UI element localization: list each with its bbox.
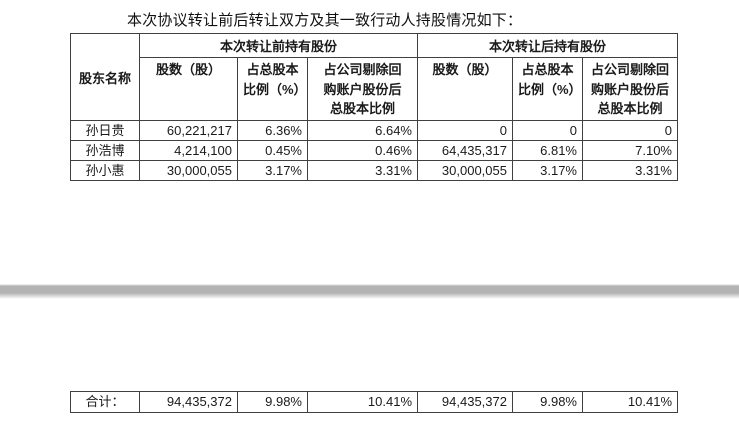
after-shares: 0: [417, 120, 513, 141]
totals-table: 合计： 94,435,372 9.98% 10.41% 94,435,372 9…: [70, 391, 678, 413]
after-pct-ex: 3.31%: [582, 160, 678, 181]
total-before-shares: 94,435,372: [139, 391, 238, 413]
page-separator: [0, 284, 739, 300]
header-row-columns: 股数（股） 占总股本 比例（%） 占公司剔除回 购账户股份后 总股本比例 股数（…: [71, 57, 678, 121]
header-shareholder: 股东名称: [70, 33, 140, 121]
after-pct: 3.17%: [512, 160, 583, 181]
table-row-sunhaobo: 孙浩博 4,214,100 0.45% 0.46% 64,435,317 6.8…: [70, 140, 678, 161]
total-after-pct: 9.98%: [512, 391, 583, 413]
shareholder-name: 孙日贵: [70, 120, 140, 141]
after-pct-ex: 0: [582, 120, 678, 141]
before-pct: 0.45%: [237, 140, 308, 161]
section-title: 本次协议转让前后转让双方及其一致行动人持股情况如下：: [127, 12, 523, 29]
before-pct-ex: 0.46%: [307, 140, 418, 161]
header-before-shares: 股数（股）: [139, 57, 238, 121]
before-pct: 3.17%: [237, 160, 308, 181]
after-pct: 6.81%: [512, 140, 583, 161]
total-before-pct-ex: 10.41%: [307, 391, 418, 413]
total-after-shares: 94,435,372: [417, 391, 513, 413]
after-shares: 30,000,055: [417, 160, 513, 181]
total-label: 合计：: [70, 391, 140, 413]
before-pct-ex: 3.31%: [307, 160, 418, 181]
before-shares: 60,221,217: [139, 120, 238, 141]
shareholder-name: 孙浩博: [70, 140, 140, 161]
after-pct: 0: [512, 120, 583, 141]
header-before-pct-ex-buyback: 占公司剔除回 购账户股份后 总股本比例: [307, 57, 418, 121]
header-before-transfer: 本次转让前持有股份: [139, 33, 418, 58]
before-pct: 6.36%: [237, 120, 308, 141]
total-after-pct-ex: 10.41%: [582, 391, 678, 413]
total-before-pct: 9.98%: [237, 391, 308, 413]
table-row-sunxiaohui: 孙小惠 30,000,055 3.17% 3.31% 30,000,055 3.…: [70, 160, 678, 181]
header-row-groups: 股东名称 本次转让前持有股份 本次转让后持有股份: [70, 33, 678, 121]
header-after-pct-ex-buyback: 占公司剔除回 购账户股份后 总股本比例: [582, 57, 678, 121]
shareholder-name: 孙小惠: [70, 160, 140, 181]
before-shares: 30,000,055: [139, 160, 238, 181]
table-row-total: 合计： 94,435,372 9.98% 10.41% 94,435,372 9…: [70, 391, 678, 413]
holdings-table: 股东名称 本次转让前持有股份 本次转让后持有股份 股数（股） 占总股本 比例（%…: [70, 33, 678, 181]
after-shares: 64,435,317: [417, 140, 513, 161]
before-shares: 4,214,100: [139, 140, 238, 161]
header-after-shares: 股数（股）: [417, 57, 513, 121]
after-pct-ex: 7.10%: [582, 140, 678, 161]
header-after-pct: 占总股本 比例（%）: [512, 57, 583, 121]
header-before-pct: 占总股本 比例（%）: [237, 57, 308, 121]
header-after-transfer: 本次转让后持有股份: [417, 33, 678, 58]
before-pct-ex: 6.64%: [307, 120, 418, 141]
table-row-sunrigui: 孙日贵 60,221,217 6.36% 6.64% 0 0 0: [70, 120, 678, 141]
